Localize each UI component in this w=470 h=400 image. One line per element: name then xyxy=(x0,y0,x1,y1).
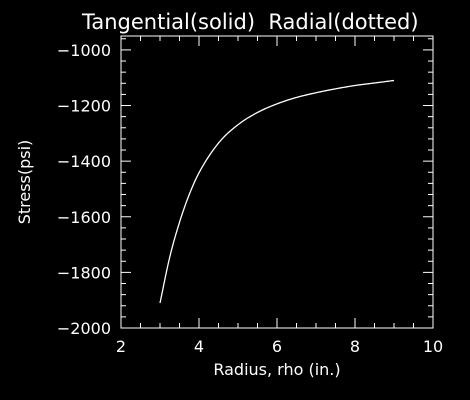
axis-ticks xyxy=(120,36,434,329)
y-tick-label: −1400 xyxy=(57,152,111,171)
y-tick-label: −1600 xyxy=(57,208,111,227)
y-axis-label: Stress(psi) xyxy=(15,140,34,225)
x-tick-label: 6 xyxy=(272,337,282,356)
x-tick-label: 10 xyxy=(423,337,443,356)
y-tick-label: −1000 xyxy=(57,41,111,60)
series-line-0 xyxy=(159,79,395,304)
y-tick-label: −1200 xyxy=(57,97,111,116)
x-tick-label: 2 xyxy=(116,337,126,356)
series-group xyxy=(159,79,395,304)
x-axis-label: Radius, rho (in.) xyxy=(213,360,340,379)
x-tick-label: 4 xyxy=(194,337,204,356)
x-tick-label: 8 xyxy=(350,337,360,356)
tick-labels: 2 4 6 8 10 −2000 −1800 −1600 −1400 −1200 −1000 xyxy=(57,41,443,356)
chart-title: Tangential(solid) Radial(dotted) xyxy=(81,10,419,34)
y-tick-label: −1800 xyxy=(57,263,111,282)
y-tick-label: −2000 xyxy=(57,319,111,338)
